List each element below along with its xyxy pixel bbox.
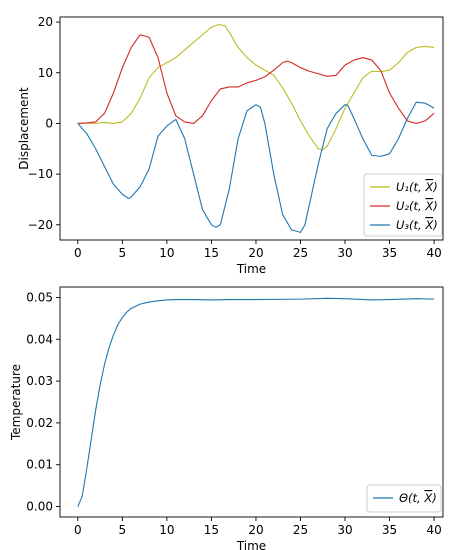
- x-tick-label: 10: [159, 523, 174, 537]
- x-tick-label: 20: [248, 523, 263, 537]
- x-tick-label: 40: [426, 523, 441, 537]
- series-line: [77, 101, 435, 233]
- y-tick-label: 20: [38, 15, 53, 29]
- series-line: [77, 34, 435, 124]
- series-line: [77, 24, 435, 151]
- x-tick-label: 25: [293, 523, 308, 537]
- x-tick-label: 0: [74, 523, 82, 537]
- x-tick-label: 40: [426, 246, 441, 260]
- y-tick-label: 0.00: [26, 500, 53, 514]
- legend: Θ(t, X): [366, 484, 442, 513]
- y-tick-label: 0.05: [26, 290, 53, 304]
- y-tick-label: 0.02: [26, 416, 53, 430]
- y-axis-label: Temperature: [9, 364, 23, 441]
- chart-1: 0 5 10 15 20 25 30 35 40 −20 −10 0 10 20 Time Displacem…: [17, 15, 444, 276]
- y-tick-label: −20: [28, 218, 53, 232]
- y-tick-label: 0.04: [26, 332, 53, 346]
- x-tick-label: 10: [159, 246, 174, 260]
- plot-frame: [59, 286, 444, 518]
- x-tick-label: 0: [74, 246, 82, 260]
- chart-2: 0 5 10 15 20 25 30 35 40 0.00 0.01 0.02 0.03 0.04 0.05…: [9, 286, 444, 550]
- legend-label: U₂(t, X): [396, 199, 438, 213]
- y-tick-label: 10: [38, 66, 53, 80]
- legend-label: U₃(t, X): [396, 218, 438, 232]
- y-tick-label: 0: [45, 116, 53, 130]
- x-axis-label: Time: [236, 539, 266, 550]
- x-tick-label: 5: [119, 523, 127, 537]
- x-tick-label: 15: [204, 246, 219, 260]
- x-tick-label: 35: [382, 246, 397, 260]
- legend: U₁(t, X) U₂(t, X) U₃(t, X): [363, 173, 443, 237]
- y-tick-label: 0.03: [26, 374, 53, 388]
- x-axis-label: Time: [236, 262, 266, 276]
- y-tick-label: −10: [28, 167, 53, 181]
- x-tick-label: 25: [293, 246, 308, 260]
- x-tick-label: 30: [337, 246, 352, 260]
- legend-box: [363, 173, 443, 237]
- series-line: [77, 297, 435, 507]
- plot-frame: [59, 16, 444, 241]
- x-tick-label: 20: [248, 246, 263, 260]
- x-tick-label: 15: [204, 523, 219, 537]
- x-tick-label: 35: [382, 523, 397, 537]
- legend-label: U₁(t, X): [396, 180, 438, 194]
- legend-label: Θ(t, X): [399, 491, 437, 505]
- legend-box: [366, 484, 442, 513]
- y-tick-label: 0.01: [26, 458, 53, 472]
- x-tick-label: 5: [119, 246, 127, 260]
- x-tick-label: 30: [337, 523, 352, 537]
- y-axis-label: Displacement: [17, 87, 31, 170]
